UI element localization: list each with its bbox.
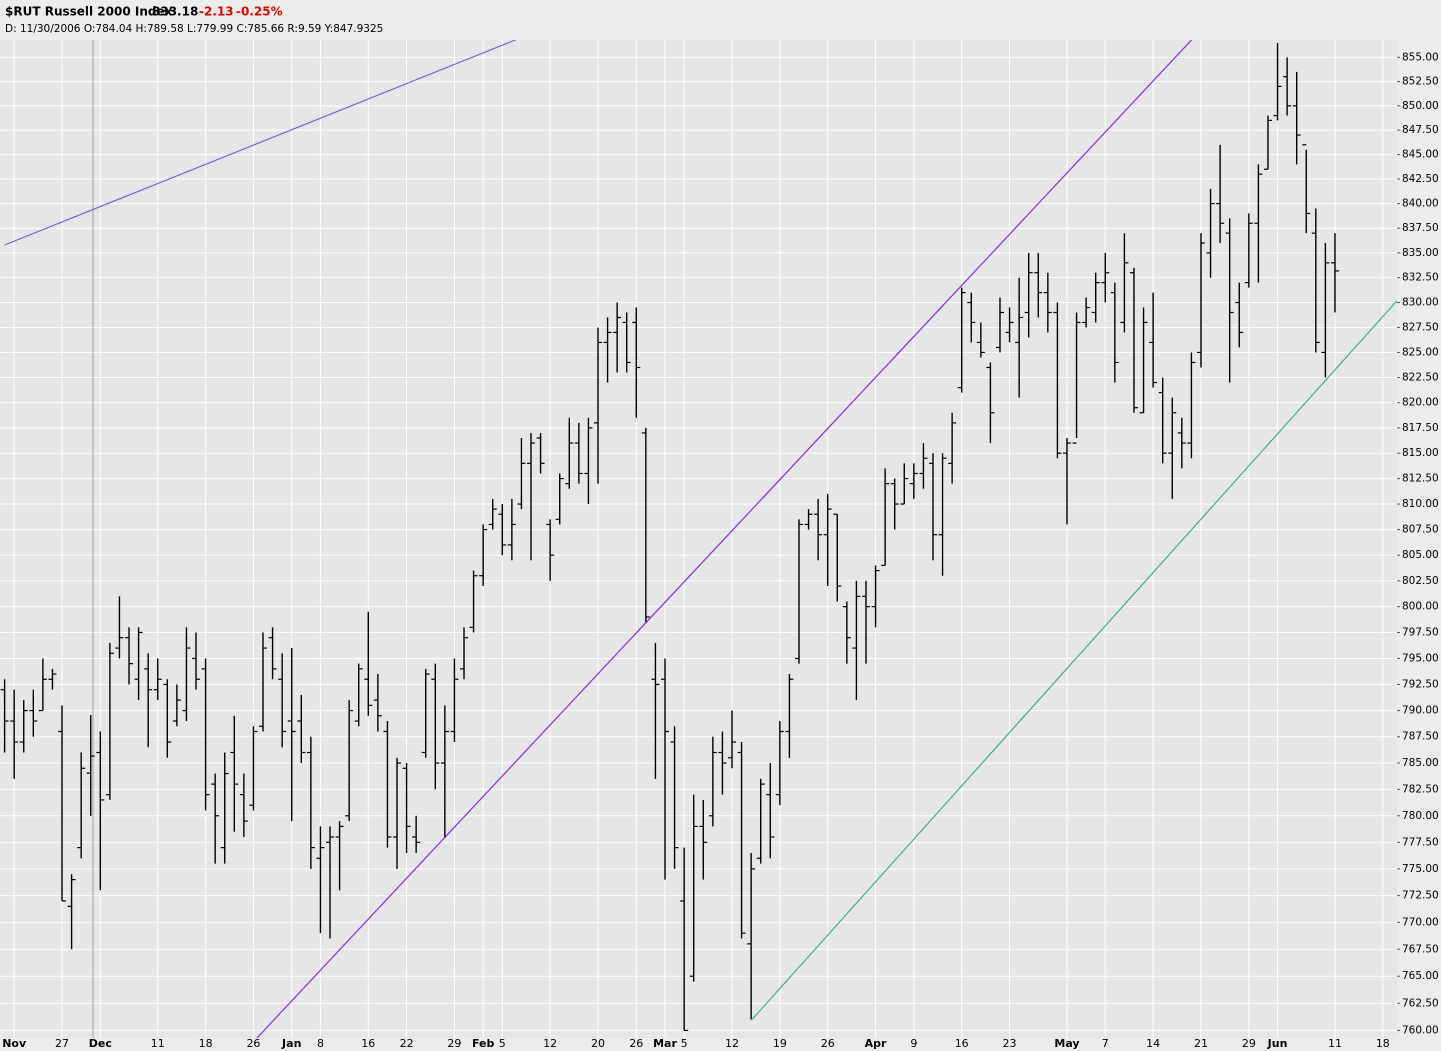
trendline xyxy=(751,300,1397,1020)
x-tick-label: 29 xyxy=(1242,1037,1256,1050)
y-tick-label: 837.50 xyxy=(1402,222,1439,234)
y-tick-label: 850.00 xyxy=(1402,100,1439,112)
y-tick-label: 790.00 xyxy=(1402,705,1439,717)
y-tick-label: 817.50 xyxy=(1402,422,1439,434)
y-tick-label: 760.00 xyxy=(1402,1024,1439,1036)
labels: 760.00 762.50 765.00 767.50 770.00 772.50 775.… xyxy=(2,51,1439,1050)
y-tick-label: 767.50 xyxy=(1402,943,1439,955)
header-change-pct: -0.25% xyxy=(236,5,283,19)
x-tick-label: 18 xyxy=(199,1037,213,1050)
y-tick-label: 785.00 xyxy=(1402,757,1439,769)
x-tick-label: 9 xyxy=(910,1037,917,1050)
x-tick-label: 11 xyxy=(1328,1037,1342,1050)
y-tick-label: 802.50 xyxy=(1402,575,1439,587)
y-tick-label: 825.00 xyxy=(1402,346,1439,358)
y-tick-label: 820.00 xyxy=(1402,397,1439,409)
x-tick-label: Dec xyxy=(89,1037,112,1050)
x-tick-label: 7 xyxy=(1102,1037,1109,1050)
x-tick-label: 26 xyxy=(821,1037,835,1050)
x-tick-label: 20 xyxy=(591,1037,605,1050)
y-tick-label: 792.50 xyxy=(1402,678,1439,690)
bars xyxy=(0,42,1339,1031)
y-tick-label: 847.50 xyxy=(1402,124,1439,136)
y-tick-label: 845.00 xyxy=(1402,149,1439,161)
x-tick-label: 16 xyxy=(955,1037,969,1050)
x-tick-label: 12 xyxy=(543,1037,557,1050)
x-tick-label: Nov xyxy=(2,1037,27,1050)
x-tick-label: Jan xyxy=(281,1037,301,1050)
y-tick-label: 782.50 xyxy=(1402,783,1439,795)
trendline xyxy=(4,40,517,246)
trendline xyxy=(256,40,1193,1038)
x-tick-label: 23 xyxy=(1003,1037,1017,1050)
x-tick-label: May xyxy=(1054,1037,1079,1050)
y-tick-label: 842.50 xyxy=(1402,173,1439,185)
y-tick-label: 780.00 xyxy=(1402,810,1439,822)
x-tick-label: Feb xyxy=(472,1037,495,1050)
header-last: 833.18 xyxy=(152,5,198,19)
y-tick-label: 765.00 xyxy=(1402,970,1439,982)
x-tick-label: 18 xyxy=(1376,1037,1390,1050)
x-tick-label: 8 xyxy=(317,1037,324,1050)
x-tick-label: 16 xyxy=(361,1037,375,1050)
y-tick-label: 835.00 xyxy=(1402,247,1439,259)
x-tick-label: Jun xyxy=(1267,1037,1288,1050)
x-tick-label: 21 xyxy=(1194,1037,1208,1050)
y-tick-label: 815.00 xyxy=(1402,447,1439,459)
y-tick-label: 775.00 xyxy=(1402,863,1439,875)
x-tick-label: 5 xyxy=(499,1037,506,1050)
y-tick-label: 852.50 xyxy=(1402,76,1439,88)
x-tick-label: 26 xyxy=(246,1037,260,1050)
x-tick-label: Apr xyxy=(865,1037,887,1050)
x-tick-label: 27 xyxy=(55,1037,69,1050)
x-tick-label: 26 xyxy=(629,1037,643,1050)
y-tick-label: 772.50 xyxy=(1402,890,1439,902)
x-tick-label: 12 xyxy=(725,1037,739,1050)
plot-area xyxy=(0,40,1397,1038)
y-tick-label: 827.50 xyxy=(1402,321,1439,333)
y-tick-label: 777.50 xyxy=(1402,836,1439,848)
y-tick-label: 832.50 xyxy=(1402,272,1439,284)
header-title: $RUT Russell 2000 Index xyxy=(5,5,173,19)
trendlines xyxy=(4,40,1397,1038)
grid xyxy=(0,40,1397,1038)
y-tick-label: 800.00 xyxy=(1402,601,1439,613)
y-tick-label: 770.00 xyxy=(1402,916,1439,928)
header-change: -2.13 xyxy=(199,5,234,19)
x-tick-label: 22 xyxy=(400,1037,414,1050)
y-tick-label: 807.50 xyxy=(1402,524,1439,536)
y-tick-label: 805.00 xyxy=(1402,549,1439,561)
y-tick-label: 797.50 xyxy=(1402,627,1439,639)
y-tick-label: 830.00 xyxy=(1402,297,1439,309)
x-tick-label: 29 xyxy=(447,1037,461,1050)
y-tick-label: 812.50 xyxy=(1402,473,1439,485)
y-tick-label: 810.00 xyxy=(1402,498,1439,510)
x-tick-label: 14 xyxy=(1146,1037,1160,1050)
x-tick-label: 11 xyxy=(151,1037,165,1050)
x-tick-label: Mar xyxy=(653,1037,677,1050)
y-tick-label: 822.50 xyxy=(1402,372,1439,384)
y-tick-label: 762.50 xyxy=(1402,997,1439,1009)
y-tick-label: 855.00 xyxy=(1402,51,1439,63)
header-info: D: 11/30/2006 O:784.04 H:789.58 L:779.99… xyxy=(5,23,383,35)
y-tick-label: 787.50 xyxy=(1402,731,1439,743)
y-tick-label: 840.00 xyxy=(1402,198,1439,210)
x-tick-label: 19 xyxy=(773,1037,787,1050)
x-tick-label: 5 xyxy=(681,1037,688,1050)
y-tick-label: 795.00 xyxy=(1402,652,1439,664)
